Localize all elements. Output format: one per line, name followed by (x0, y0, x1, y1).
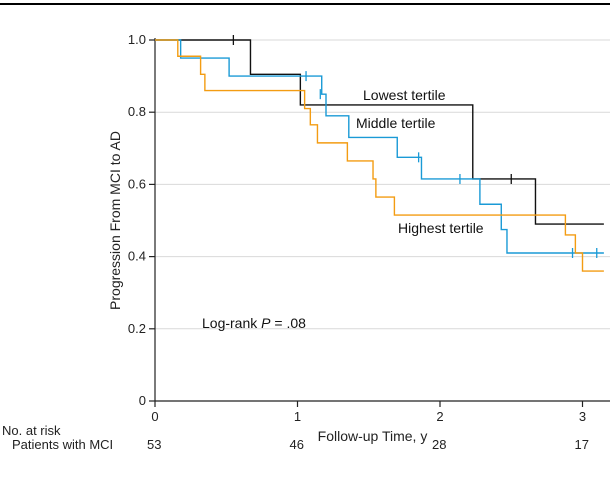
x-tick-label: 0 (151, 409, 158, 424)
risk-value: 53 (147, 437, 162, 452)
y-tick-label: 0 (139, 393, 146, 408)
y-tick-label: 0.2 (128, 321, 146, 336)
risk-value: 28 (432, 437, 447, 452)
series-line-0 (155, 39, 604, 225)
risk-value: 17 (574, 437, 589, 452)
x-tick-label: 3 (579, 409, 586, 424)
y-tick-label: 1.0 (128, 32, 146, 47)
risk-value: 46 (289, 437, 304, 452)
top-rule (0, 3, 610, 5)
series-label-1: Middle tertile (356, 115, 436, 131)
x-tick-label: 1 (294, 409, 301, 424)
series-label-0: Lowest tertile (363, 87, 446, 103)
x-tick-label: 2 (436, 409, 443, 424)
log-rank-annotation: Log-rank P = .08 (202, 315, 306, 331)
series-label-2: Highest tertile (398, 220, 484, 236)
x-axis-title: Follow-up Time, y (318, 428, 428, 444)
y-tick-label: 0.6 (128, 176, 146, 191)
series-line-1 (155, 39, 604, 254)
risk-row-label: Patients with MCI (12, 437, 114, 452)
risk-table-title: No. at risk (2, 423, 61, 438)
y-axis-title: Progression From MCI to AD (107, 131, 123, 310)
y-tick-label: 0.4 (128, 249, 146, 264)
series-line-2 (155, 39, 604, 272)
y-tick-label: 0.8 (128, 104, 146, 119)
